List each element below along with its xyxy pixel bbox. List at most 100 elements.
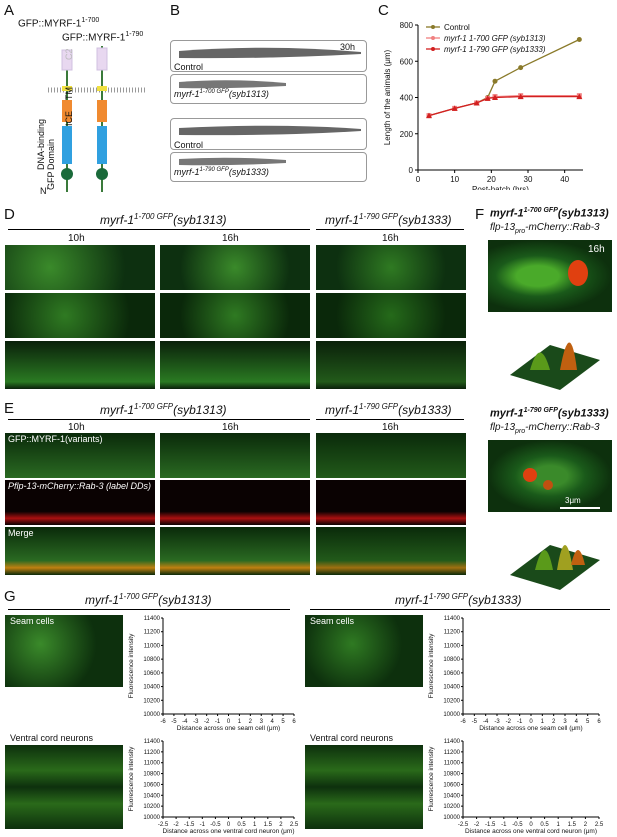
d-image-2-3 bbox=[316, 293, 466, 338]
f-image-790 bbox=[488, 440, 612, 512]
x-tick-label: 3 bbox=[260, 719, 264, 725]
data-point bbox=[492, 94, 498, 100]
g-header-790: myrf-11-790 GFP(syb1333) bbox=[395, 592, 522, 607]
x-tick-label: 2 bbox=[584, 822, 588, 828]
x-tick-label: 1.5 bbox=[568, 822, 577, 828]
x-tick-label: 1.5 bbox=[264, 822, 273, 828]
data-point bbox=[518, 65, 524, 71]
x-tick-label: 0 bbox=[416, 175, 421, 184]
x-tick-label: 5 bbox=[281, 719, 285, 725]
x-tick-label: -1.5 bbox=[184, 822, 195, 828]
y-tick-label: 11400 bbox=[144, 739, 161, 745]
y-tick-label: 11000 bbox=[144, 761, 161, 767]
y-tick-label: 10000 bbox=[143, 815, 160, 821]
data-point bbox=[517, 93, 524, 100]
worm-label-2: myrf-11-700 GFP(syb1313) bbox=[174, 89, 269, 99]
x-tick-label: -2 bbox=[204, 719, 210, 725]
d-header-790: myrf-11-790 GFP(syb1333) bbox=[325, 212, 452, 227]
x-tick-label: 10 bbox=[450, 175, 459, 184]
x-axis-label: Distance across one ventral cord neuron … bbox=[465, 828, 597, 835]
x-tick-label: 3 bbox=[563, 719, 567, 725]
e-image-3-3 bbox=[316, 527, 466, 575]
x-tick-label: 1 bbox=[557, 822, 561, 828]
y-tick-label: 0 bbox=[409, 166, 414, 175]
g-vcn-label-700: Ventral cord neurons bbox=[10, 733, 94, 743]
x-tick-label: -6 bbox=[160, 719, 166, 725]
y-tick-label: 11200 bbox=[144, 630, 161, 636]
legend-entry: myrf-1 1-790 GFP (syb1333) bbox=[444, 45, 546, 54]
legend-entry: myrf-1 1-700 GFP (syb1313) bbox=[444, 34, 546, 43]
x-tick-label: 0 bbox=[227, 719, 231, 725]
g-seam-image-790 bbox=[305, 615, 423, 687]
data-point bbox=[484, 95, 491, 101]
e-image-2-1 bbox=[5, 480, 155, 525]
d-time-3: 16h bbox=[382, 233, 399, 244]
x-tick-label: -1 bbox=[501, 822, 507, 828]
x-tick-label: 0.5 bbox=[237, 822, 246, 828]
e-image-3-1 bbox=[5, 527, 155, 575]
x-axis-label: Post-hatch (hrs) bbox=[472, 185, 529, 190]
y-tick-label: 10800 bbox=[143, 772, 160, 778]
y-tick-label: 400 bbox=[400, 94, 414, 103]
e-image-1-3 bbox=[316, 433, 466, 478]
x-tick-label: 40 bbox=[560, 175, 569, 184]
e-image-2-2 bbox=[160, 480, 310, 525]
x-tick-label: 4 bbox=[575, 719, 579, 725]
data-point bbox=[426, 112, 432, 119]
y-axis-label: Fluorescence intensity bbox=[128, 746, 135, 811]
legend-marker bbox=[431, 47, 435, 51]
x-tick-label: 1 bbox=[541, 719, 545, 725]
x-tick-label: 1 bbox=[253, 822, 257, 828]
d-image-3-1 bbox=[5, 341, 155, 389]
y-tick-label: 200 bbox=[400, 130, 414, 139]
series-line-2 bbox=[428, 95, 580, 117]
x-tick-label: -1 bbox=[215, 719, 221, 725]
x-tick-label: -2.5 bbox=[158, 822, 169, 828]
e-row-label-2: Pflp-13-mCherry::Rab-3 (label DDs) bbox=[8, 481, 152, 491]
g-vcn-image-700 bbox=[5, 745, 123, 829]
y-tick-label: 11200 bbox=[144, 750, 161, 756]
x-tick-label: 0 bbox=[529, 822, 533, 828]
x-tick-label: -0.5 bbox=[210, 822, 221, 828]
x-tick-label: -3 bbox=[193, 719, 199, 725]
x-tick-label: 0 bbox=[227, 822, 231, 828]
y-tick-label: 10800 bbox=[143, 657, 160, 663]
x-tick-label: 6 bbox=[597, 719, 601, 725]
panel-label-g: G bbox=[4, 588, 16, 605]
e-image-1-1 bbox=[5, 433, 155, 478]
f-sub-790: flp-13pro-mCherry::Rab-3 bbox=[490, 422, 600, 435]
y-tick-label: 11400 bbox=[444, 739, 461, 745]
d-time-2: 16h bbox=[222, 233, 239, 244]
d-header-700: myrf-11-700 GFP(syb1313) bbox=[100, 212, 227, 227]
x-tick-label: 6 bbox=[292, 719, 296, 725]
y-tick-label: 10600 bbox=[443, 782, 460, 788]
g-vcn-profile-700: -2.5 -2 -1.5 -1 -0.5 0 0.5 1 1.5 2 2.5 10000 10200 10… bbox=[128, 739, 299, 835]
domain-label-790: GFP::MYRF-11-790 bbox=[62, 31, 144, 44]
worm-box-2 bbox=[170, 74, 367, 104]
x-tick-label: 1 bbox=[238, 719, 242, 725]
y-tick-label: 10200 bbox=[443, 804, 460, 810]
worm-label-1: Control bbox=[174, 62, 204, 72]
data-point bbox=[576, 37, 582, 42]
x-tick-label: -2 bbox=[506, 719, 512, 725]
domain-tm: TM bbox=[64, 87, 74, 100]
d-image-1-3 bbox=[316, 245, 466, 290]
x-tick-label: -3 bbox=[494, 719, 500, 725]
e-header-790: myrf-11-790 GFP(syb1333) bbox=[325, 402, 452, 417]
worm-time: 30h bbox=[340, 42, 356, 52]
y-tick-label: 600 bbox=[400, 57, 414, 66]
x-tick-label: 30 bbox=[524, 175, 533, 184]
d-image-2-1 bbox=[5, 293, 155, 338]
d-time-1: 10h bbox=[68, 233, 85, 244]
g-seam-profile-700: -6 -5 -4 -3 -2 -1 0 1 2 3 4 5 6 10000 10200 10400 10600 1… bbox=[128, 616, 296, 732]
y-tick-label: 10600 bbox=[143, 782, 160, 788]
x-tick-label: -4 bbox=[182, 719, 188, 725]
x-tick-label: -1.5 bbox=[485, 822, 496, 828]
e-image-1-2 bbox=[160, 433, 310, 478]
y-tick-label: 10400 bbox=[143, 685, 160, 691]
domain-c2: C2 bbox=[64, 48, 74, 60]
y-tick-label: 10200 bbox=[143, 804, 160, 810]
y-tick-label: 11400 bbox=[444, 616, 461, 622]
x-tick-label: 0.5 bbox=[540, 822, 549, 828]
